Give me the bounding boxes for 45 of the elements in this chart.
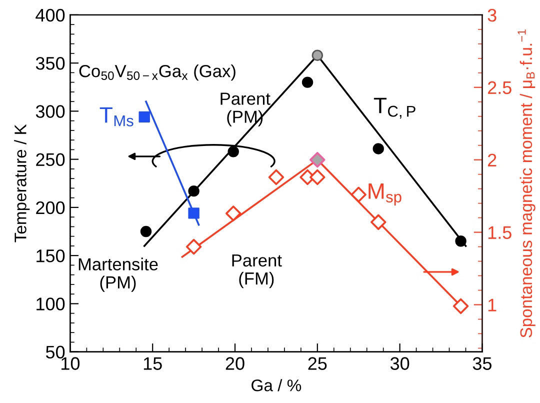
y-tick-label: 250: [36, 153, 65, 166]
x-tick-label: 10: [62, 357, 80, 370]
point: [452, 298, 469, 314]
point: [310, 169, 326, 186]
x-tick-label: 30: [390, 357, 410, 370]
point: [312, 50, 324, 61]
point: [302, 76, 314, 88]
x-tick-label: 25: [308, 357, 327, 370]
point: [186, 238, 202, 255]
point: [372, 143, 384, 154]
y-axis-title: Temperature / K: [14, 124, 30, 242]
annotation: Parent (FM): [232, 254, 282, 288]
y2-tick-label: 2.5: [488, 81, 512, 94]
point: [226, 206, 242, 222]
x-tick-label: 20: [226, 357, 244, 370]
point: [268, 169, 284, 186]
point: [370, 214, 386, 230]
series-label: T$_{C,P}$: [374, 98, 416, 119]
y-tick-label: 100: [36, 298, 65, 310]
point: [188, 208, 200, 219]
y-tick-label: 150: [36, 249, 65, 262]
point: [140, 226, 152, 238]
x-tick-label: 15: [144, 357, 162, 370]
y2-tick-label: 2: [488, 154, 496, 166]
x-axis-title: Ga / %: [252, 379, 302, 392]
point: [138, 111, 150, 123]
point: [455, 236, 466, 247]
point: [310, 152, 326, 168]
x-tick-label: 35: [472, 357, 492, 370]
y-tick-label: 300: [36, 105, 65, 118]
y-tick-label: 400: [36, 8, 65, 22]
point: [188, 185, 200, 197]
y2-tick-label: 1.5: [488, 226, 512, 239]
series-label: M$_{sp}$: [368, 183, 402, 206]
annotation: Co$_{50}$V$_{50−x}$Ga$_{x}$ (Gax): [79, 64, 236, 81]
y2-tick-label: 1: [488, 298, 496, 312]
y-tick-label: 350: [36, 56, 65, 70]
y2-axis-title: Spontaneous magnetic moment / μ$_{B}$·f.u.$^{−1}$: [518, 29, 536, 338]
y-tick-label: 50: [46, 346, 65, 359]
point: [228, 146, 239, 158]
series-label: T$_{Ms}$: [100, 107, 134, 126]
y2-tick-label: 3: [488, 8, 496, 22]
annotation: Martensite (PM): [78, 258, 158, 292]
y-tick-label: 200: [36, 201, 65, 214]
point: [350, 186, 366, 202]
